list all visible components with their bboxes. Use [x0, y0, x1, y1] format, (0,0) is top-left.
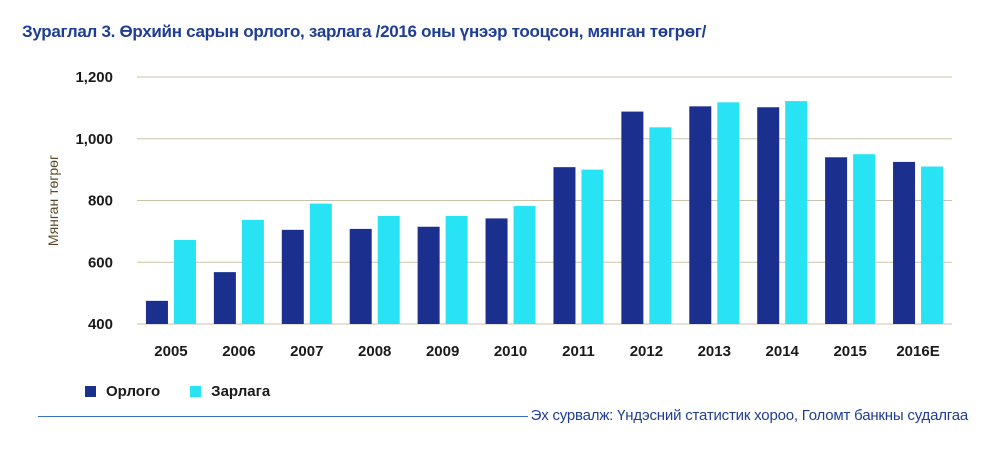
x-axis-ticks: 2005 2006 2007 2008 2009 2010 2011 2012 2013 2014…	[154, 343, 939, 360]
bar-expense	[649, 127, 672, 324]
x-tick-label: 2005	[154, 343, 187, 360]
x-tick-label: 2011	[562, 343, 595, 360]
y-tick-label: 600	[88, 254, 113, 271]
legend-item-expense: Зарлага	[190, 383, 270, 400]
bar-income	[417, 226, 440, 324]
x-tick-label: 2016E	[896, 343, 939, 360]
bar-expense	[241, 219, 264, 324]
bar-income	[349, 228, 372, 324]
grid-lines	[137, 76, 952, 325]
legend: Орлого Зарлага	[85, 383, 300, 400]
source-note: Эх сурвалж: Үндэсний статистик хороо, Го…	[530, 407, 969, 424]
source-divider	[38, 416, 528, 417]
x-tick-label: 2012	[630, 343, 663, 360]
bar-expense	[377, 215, 400, 324]
bar-expense	[445, 215, 468, 324]
bar-expense	[173, 240, 196, 324]
x-tick-label: 2007	[290, 343, 323, 360]
bar-income	[213, 272, 236, 324]
bar-expense	[309, 203, 332, 324]
y-tick-label: 800	[88, 193, 113, 210]
x-tick-label: 2010	[494, 343, 527, 360]
bar-income	[825, 157, 848, 324]
bar-income	[553, 167, 576, 324]
y-axis-label: Мянган төгрөг	[45, 155, 61, 246]
bar-income	[893, 161, 916, 324]
x-tick-label: 2006	[222, 343, 255, 360]
bar-expense	[717, 102, 740, 324]
bar-expense	[513, 206, 536, 324]
bar-expense	[853, 154, 876, 324]
x-tick-label: 2013	[698, 343, 731, 360]
legend-swatch-income	[85, 386, 96, 397]
bar-income	[757, 107, 780, 324]
bar-income	[281, 229, 304, 324]
bar-income	[689, 106, 712, 324]
x-tick-label: 2008	[358, 343, 391, 360]
legend-swatch-expense	[190, 386, 202, 397]
x-tick-label: 2015	[833, 343, 866, 360]
y-tick-label: 1,000	[75, 131, 113, 148]
bar-income	[621, 111, 644, 324]
x-tick-label: 2009	[426, 343, 459, 360]
bar-expense	[581, 169, 604, 324]
chart-title: Зураглал 3. Өрхийн сарын орлого, зарлага…	[22, 22, 707, 41]
y-tick-label: 1,200	[75, 69, 113, 86]
legend-label-expense: Зарлага	[211, 383, 271, 400]
bar-expense	[785, 101, 808, 325]
x-tick-label: 2014	[766, 343, 800, 360]
y-tick-label: 400	[88, 316, 113, 333]
legend-label-income: Орлого	[106, 383, 161, 400]
bar-income	[485, 218, 508, 324]
bar-expense	[921, 166, 944, 324]
bar-income	[145, 300, 168, 324]
bars	[145, 101, 944, 325]
y-axis-ticks: 400 600 800 1,000 1,200	[75, 69, 113, 333]
legend-item-income: Орлого	[85, 383, 160, 400]
